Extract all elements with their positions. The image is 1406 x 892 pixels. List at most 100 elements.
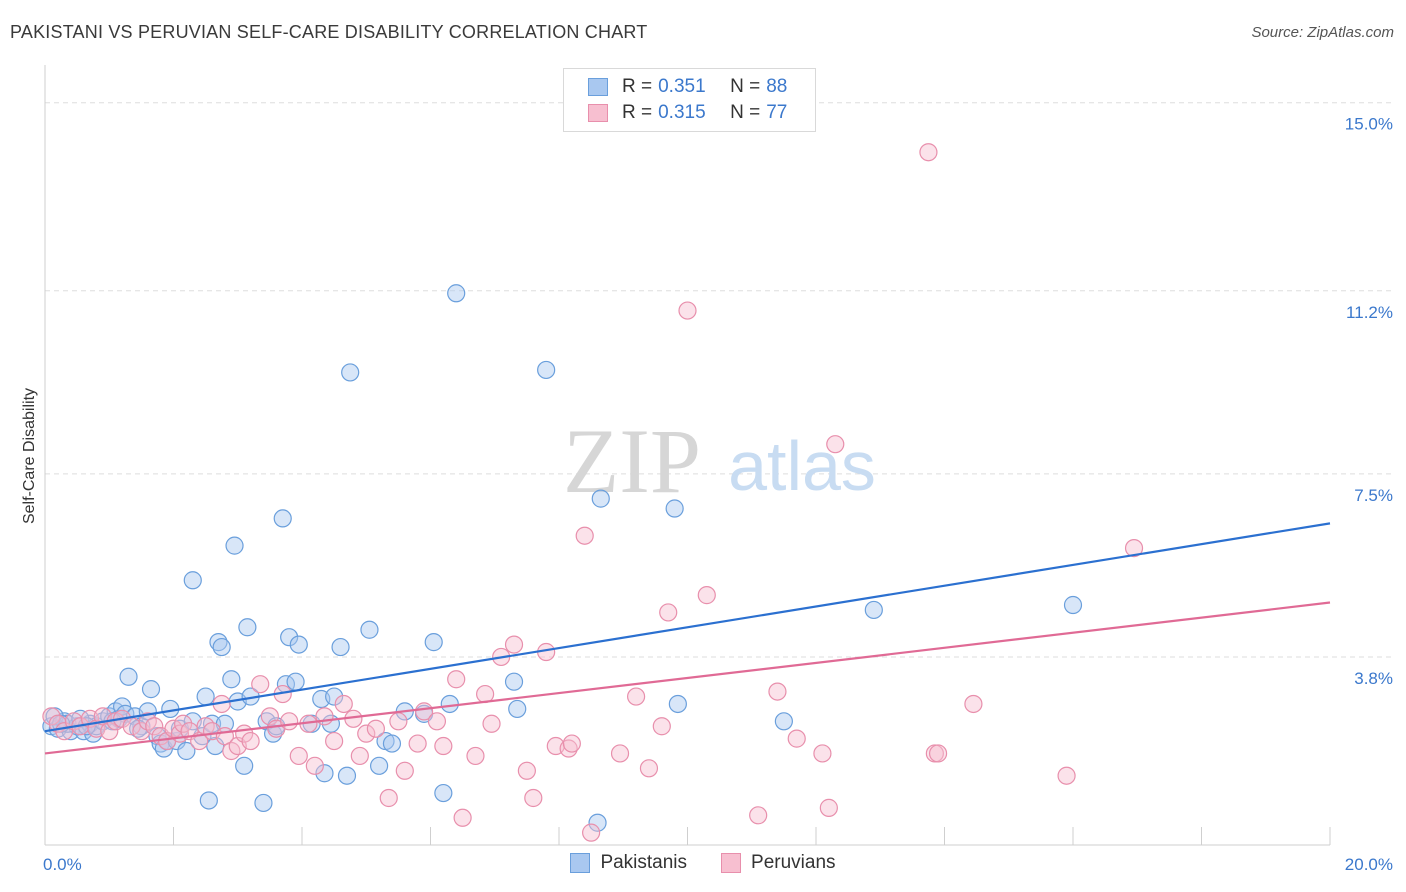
y-tick-label: 3.8% [1354,669,1393,688]
peruvians-point [768,682,787,701]
peruvians-point [626,687,646,706]
pakistanis-point [119,667,138,686]
y-tick-label: 11.2% [1346,303,1393,322]
y-axis-label: Self-Care Disability [21,388,38,524]
peruvians-point [408,734,427,753]
legend-n-label: N = [730,76,761,97]
legend-r-label: R = [622,102,653,123]
peruvians-point [434,736,453,756]
peruvians-point [241,731,260,751]
legend-swatch-blue [588,78,608,96]
pakistanis-point [447,284,466,303]
peruvians-point [575,526,594,545]
pakistanis-point [434,783,453,803]
pakistanis-point [424,633,443,652]
pakistanis-point [440,694,459,714]
peruvians-point [659,603,678,622]
legend-item-peruvians[interactable]: Peruvians [721,852,836,874]
peruvians-point [928,744,948,763]
legend-label-peruvians: Peruvians [751,852,836,873]
axes: 3.8% 7.5% 11.2% 15.0% 0.0% 20.0% [43,65,1393,874]
y-tick-label: 7.5% [1354,486,1393,505]
peruvians-point [697,586,716,605]
pakistanis-point [280,628,299,647]
peruvians-point [357,724,376,743]
legend-r-value: 0.315 [658,102,706,123]
pakistanis-points [42,284,1083,832]
peruvians-point [562,734,581,753]
legend-r-label: R = [622,76,653,97]
watermark-atlas: atlas [728,427,876,505]
pakistanis-point [360,620,379,639]
pakistanis-point [864,600,883,620]
peruvians-point [453,808,472,827]
pakistanis-point [222,670,241,689]
pakistanis-point [504,672,524,691]
peruvians-point [639,759,659,778]
peruvians-point [559,739,578,758]
peruvians-point [100,722,119,741]
pakistanis-point [774,712,793,731]
peruvians-point [517,761,536,780]
pakistanis-point [315,764,334,783]
pakistanis-point [382,734,402,753]
peruvians-point [42,707,61,726]
source-label: Source: ZipAtlas.com [1251,24,1394,41]
peruvians-point [524,788,543,808]
legend-r-value: 0.351 [658,76,706,97]
pakistanis-point [508,699,527,719]
peruvians-point [366,719,385,738]
pakistanis-point [668,694,687,714]
legend-n-label: N = [730,102,761,123]
pakistanis-point [337,766,357,785]
legend-item-pakistanis[interactable]: Pakistanis [570,852,687,874]
legend-row-peruvians: R = 0.315 N = 77 [588,101,787,125]
peruvians-point [289,746,308,766]
pakistanis-point [196,687,215,706]
legend-n-value: 88 [766,76,788,97]
pakistanis-point [665,499,684,518]
pakistanis-point [183,571,202,590]
legend-swatch-pink [588,104,608,122]
pakistanis-point [591,489,610,508]
pakistanis-point [537,360,556,380]
pakistanis-point [1063,595,1083,615]
peruvians-point [504,635,524,654]
peruvians-point [749,806,768,825]
watermark-zip: ZIP [563,410,701,512]
pakistanis-point [588,813,607,832]
pakistanis-point [199,791,218,810]
peruvians-point [964,694,983,714]
peruvians-point [466,746,485,766]
y-tick-label: 15.0% [1345,115,1393,134]
pakistanis-point [254,793,273,813]
peruvians-point [334,694,353,714]
legend-label-pakistanis: Pakistanis [600,852,688,873]
peruvians-point [652,717,671,736]
legend-n-value: 77 [766,102,788,123]
watermark: ZIP atlas [563,410,876,512]
pakistanis-point [177,741,196,761]
legend-swatch-blue [570,853,591,873]
pakistanis-point [325,687,344,706]
peruvians-point [174,714,193,733]
peruvians-point [582,823,601,842]
pakistanis-trend-line [44,522,1331,733]
peruvians-point [919,143,938,162]
peruvians-point [251,675,270,694]
peruvians-point [819,798,838,817]
peruvians-points [42,143,1144,842]
peruvians-point [395,761,414,780]
peruvians-point [379,788,398,808]
pakistanis-point [289,635,308,654]
peruvians-point [610,744,630,763]
grid-lines [45,102,1395,658]
peruvians-point [325,731,344,751]
pakistanis-point [341,363,360,382]
peruvians-point [280,712,299,731]
pakistanis-point [286,672,305,691]
peruvians-point [414,702,434,721]
peruvians-point [1057,766,1076,785]
legend-row-pakistanis: R = 0.351 N = 88 [588,75,787,99]
